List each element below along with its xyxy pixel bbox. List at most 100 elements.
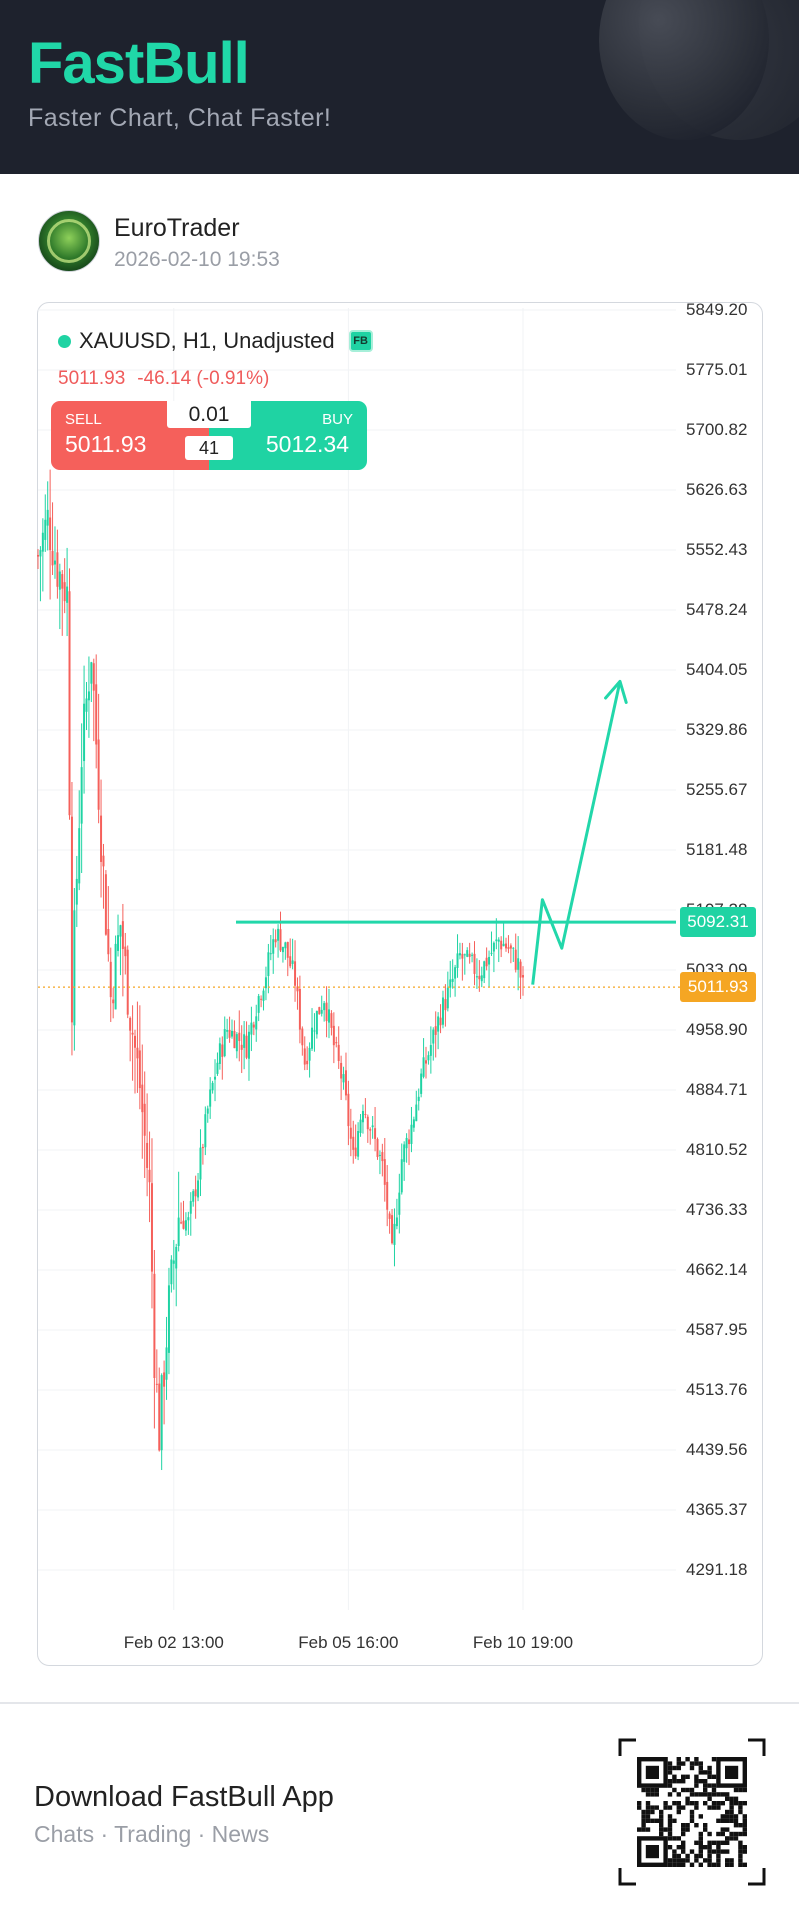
qr-module [672, 1836, 677, 1841]
qr-module [698, 1853, 703, 1859]
qr-module [685, 1796, 690, 1801]
qr-module [685, 1801, 690, 1806]
qr-module [698, 1765, 703, 1771]
candle-body [131, 1032, 134, 1035]
qr-module [725, 1809, 730, 1815]
qr-module [689, 1792, 695, 1797]
qr-module [667, 1805, 673, 1810]
y-tick-label: 5255.67 [686, 779, 748, 799]
candle-body [63, 582, 66, 602]
candle-body [252, 1024, 255, 1028]
candle-body [398, 1192, 401, 1215]
candle-body [170, 1259, 173, 1285]
buy-button[interactable]: BUY 5012.34 [209, 401, 367, 470]
candle-body [136, 1047, 139, 1059]
candle-body [221, 1044, 224, 1057]
qr-module [738, 1823, 743, 1828]
qr-module [659, 1809, 664, 1815]
y-tick-label: 4439.56 [686, 1440, 748, 1459]
qr-module [667, 1779, 673, 1784]
candle-body [240, 1044, 243, 1050]
qr-module [654, 1792, 659, 1797]
candle-body [376, 1139, 379, 1157]
qr-module [716, 1831, 721, 1837]
candle-body [303, 1048, 306, 1065]
candle-body [328, 1009, 330, 1023]
qr-module [720, 1849, 725, 1854]
candle-body [201, 1146, 204, 1149]
candle-body [148, 1169, 151, 1183]
qr-module [681, 1831, 686, 1837]
candle-body [490, 952, 493, 954]
candle-body [492, 942, 495, 952]
qr-module [645, 1809, 651, 1815]
candle-body [395, 1217, 398, 1227]
candle-body [134, 1035, 136, 1048]
qr-module [707, 1845, 712, 1850]
candle-body [296, 986, 299, 992]
candle-body [378, 1154, 381, 1156]
y-tick-label: 4365.37 [686, 1500, 748, 1519]
qr-module [742, 1787, 747, 1793]
candle-body [514, 949, 517, 970]
candle-body [238, 1032, 241, 1041]
qr-module [645, 1827, 651, 1832]
candle-body [519, 961, 522, 978]
qr-code-icon[interactable] [618, 1738, 766, 1886]
candle-body [335, 1042, 338, 1044]
qr-module [725, 1818, 730, 1823]
candle-body [497, 939, 500, 942]
qr-module [716, 1858, 721, 1863]
qr-module [738, 1831, 743, 1837]
qr-module [742, 1845, 747, 1850]
candle-body [298, 989, 301, 1030]
candle-body [308, 1047, 311, 1061]
sell-button[interactable]: SELL 5011.93 [51, 401, 209, 470]
qr-module [733, 1823, 739, 1828]
qr-module [667, 1836, 673, 1841]
qr-module [729, 1862, 734, 1867]
y-tick-label: 4513.76 [686, 1379, 748, 1399]
username[interactable]: EuroTrader [114, 214, 240, 242]
qr-module [694, 1805, 699, 1810]
candle-body [509, 945, 512, 949]
qr-module [667, 1814, 673, 1819]
qr-module [742, 1827, 747, 1832]
qr-module [698, 1814, 703, 1819]
qr-module [659, 1818, 664, 1823]
candle-body [425, 1060, 427, 1064]
candle-body [87, 691, 90, 701]
chart-legend: XAUUSD, H1, Unadjusted FB [58, 326, 373, 356]
qr-module [733, 1818, 739, 1823]
qr-module [685, 1787, 690, 1793]
qr-module [716, 1862, 721, 1867]
quantity-input[interactable]: 0.01 [167, 401, 251, 428]
y-tick-label: 5552.43 [686, 540, 748, 559]
x-tick-label: Feb 02 13:00 [123, 1633, 224, 1652]
candle-body [226, 1030, 229, 1032]
candle-body [458, 953, 461, 956]
avatar[interactable] [38, 210, 100, 272]
candle-body [517, 958, 520, 970]
candle-body [306, 1060, 309, 1065]
candle-body [478, 975, 481, 980]
x-tick-label: Feb 10 19:00 [472, 1633, 574, 1652]
qr-module [738, 1809, 743, 1815]
price-change: -46.14 (-0.91%) [137, 368, 270, 389]
qr-module [681, 1787, 686, 1793]
candle-body [218, 1043, 221, 1064]
candle-body [408, 1139, 411, 1145]
candle-body [143, 1103, 146, 1136]
qr-module [654, 1805, 659, 1810]
qr-module [698, 1845, 703, 1850]
download-title[interactable]: Download FastBull App [34, 1781, 334, 1813]
qr-module [672, 1853, 677, 1859]
qr-module [676, 1809, 681, 1815]
price-chart[interactable] [0, 0, 799, 1700]
candle-body [483, 961, 486, 979]
qr-module [672, 1774, 677, 1779]
candle-body [233, 1031, 236, 1049]
qr-module [698, 1779, 703, 1784]
candle-body [119, 925, 122, 937]
qr-module [707, 1853, 712, 1859]
